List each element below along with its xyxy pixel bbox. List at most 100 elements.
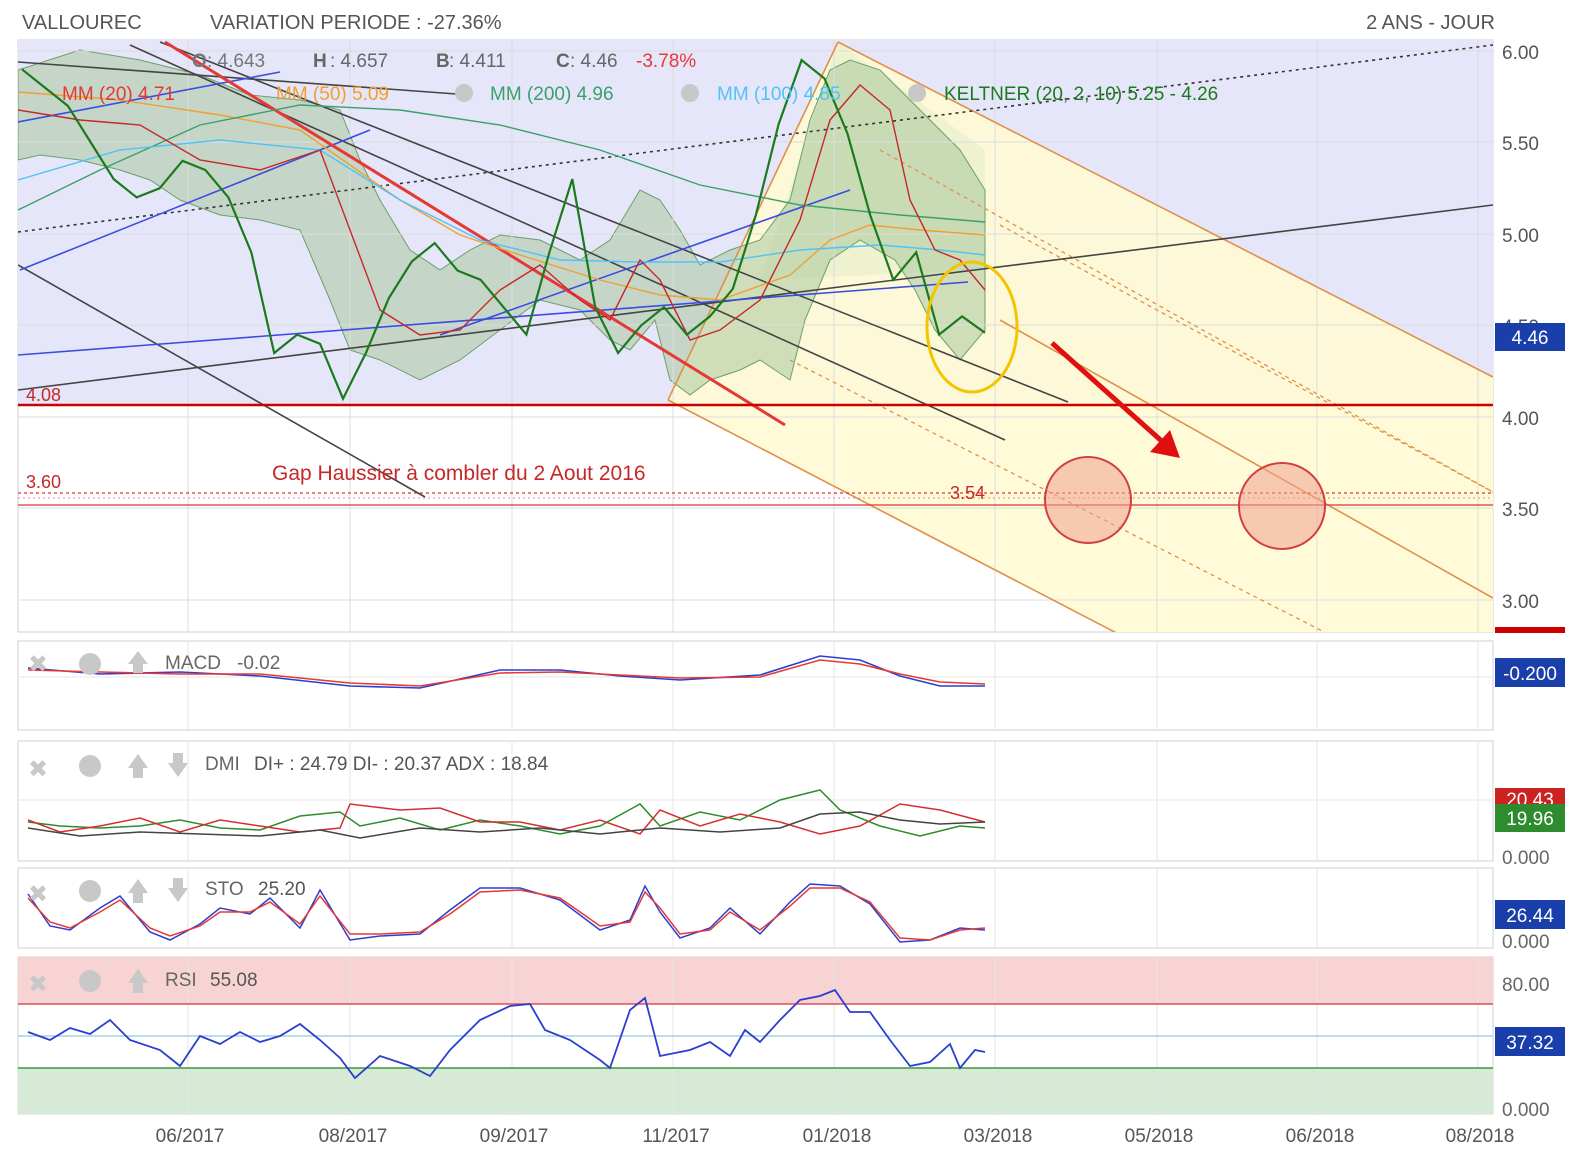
rsi-overbought-zone bbox=[18, 957, 1493, 1004]
rsi-badge bbox=[1495, 1027, 1565, 1056]
period-label[interactable]: 2 ANS - JOUR bbox=[1366, 12, 1495, 34]
keltner-legend[interactable]: KELTNER (20, 2, 10) 5.25 - 4.26 bbox=[944, 84, 1218, 105]
mm200-legend[interactable]: MM (200) 4.96 bbox=[490, 84, 614, 105]
sto-label: STO bbox=[205, 879, 244, 900]
ohlc-o-value: : 4.643 bbox=[207, 51, 265, 72]
panel-controls: ✖ ✖ ✖ ✖ bbox=[28, 651, 188, 998]
price-tick: 4.00 bbox=[1502, 409, 1539, 430]
price-tick: 6.00 bbox=[1502, 43, 1539, 64]
dmi-settings-icon[interactable] bbox=[79, 755, 101, 777]
red-arrow bbox=[1050, 341, 1167, 446]
mm200-settings-icon[interactable] bbox=[455, 84, 473, 102]
ohlc-c-change: -3.78% bbox=[636, 51, 696, 72]
rsi-settings-icon[interactable] bbox=[79, 970, 101, 992]
dmi-up-icon[interactable] bbox=[128, 754, 148, 778]
sto-axis-bottom: 0.000 bbox=[1502, 932, 1550, 953]
macd-close-icon[interactable]: ✖ bbox=[28, 651, 48, 678]
ohlc-o-label: O bbox=[192, 51, 207, 72]
macd-up-icon[interactable] bbox=[128, 651, 148, 673]
level-360-label: 3.60 bbox=[26, 472, 61, 492]
ohlc-b-value: : 4.411 bbox=[449, 51, 506, 72]
ticker-label: VALLOUREC bbox=[22, 12, 142, 34]
rsi-badge-text: 37.32 bbox=[1506, 1033, 1554, 1054]
dmi-down-icon[interactable] bbox=[168, 753, 188, 777]
highlight-ellipse bbox=[925, 260, 1019, 394]
target-circle-1 bbox=[1044, 456, 1132, 544]
rsi-close-icon[interactable]: ✖ bbox=[28, 971, 48, 998]
macd-signal bbox=[27, 659, 986, 687]
sto-badge bbox=[1495, 900, 1565, 929]
x-tick: 06/2017 bbox=[156, 1126, 225, 1147]
dmi-panel bbox=[17, 740, 1494, 862]
price-panel bbox=[17, 39, 1494, 633]
mm100-legend[interactable]: MM (100) 4.85 bbox=[717, 84, 841, 105]
mm100-settings-icon[interactable] bbox=[681, 84, 699, 102]
rsi-series bbox=[27, 988, 986, 1080]
mm20-legend[interactable]: MM (20) 4.71 bbox=[62, 84, 175, 105]
macd-panel bbox=[17, 640, 1494, 731]
rsi-axis-top: 80.00 bbox=[1502, 975, 1550, 996]
x-tick: 01/2018 bbox=[803, 1126, 872, 1147]
sto-value: 25.20 bbox=[258, 879, 306, 900]
red-trendline bbox=[164, 40, 786, 427]
axis-red-marker bbox=[1495, 627, 1565, 633]
dmi-value: DI+ : 24.79 DI- : 20.37 ADX : 18.84 bbox=[254, 754, 549, 775]
x-tick: 06/2018 bbox=[1286, 1126, 1355, 1147]
dotted-trend bbox=[18, 44, 1493, 233]
dmi-label: DMI bbox=[205, 754, 240, 775]
sto-close-icon[interactable]: ✖ bbox=[28, 881, 48, 908]
ma20-line bbox=[18, 84, 986, 341]
sto-d-line bbox=[27, 887, 986, 941]
current-price-badge bbox=[1495, 323, 1565, 351]
price-tick: 3.50 bbox=[1502, 500, 1539, 521]
ohlc-c-label: C bbox=[556, 51, 570, 72]
macd-label: MACD bbox=[165, 653, 221, 674]
dmi-plus-line bbox=[27, 789, 986, 837]
sto-badge-text: 26.44 bbox=[1506, 906, 1554, 927]
rsi-up-icon[interactable] bbox=[128, 969, 148, 993]
macd-badge-text: -0.200 bbox=[1503, 664, 1557, 685]
ohlc-h-value: : 4.657 bbox=[330, 51, 388, 72]
price-tick: 5.50 bbox=[1502, 134, 1539, 155]
current-price-badge-text: 4.46 bbox=[1512, 328, 1549, 349]
rsi-axis-bottom: 0.000 bbox=[1502, 1100, 1550, 1121]
keltner-settings-icon[interactable] bbox=[908, 84, 926, 102]
rsi-value: 55.08 bbox=[210, 970, 258, 991]
dmi-green-badge-text: 19.96 bbox=[1506, 809, 1554, 830]
x-tick: 09/2017 bbox=[480, 1126, 549, 1147]
channel-dotted bbox=[789, 149, 1493, 632]
target-circle-2 bbox=[1238, 462, 1326, 550]
x-tick: 08/2018 bbox=[1446, 1126, 1515, 1147]
sto-down-icon[interactable] bbox=[168, 878, 188, 902]
mm50-legend[interactable]: MM (50) 5.09 bbox=[276, 84, 389, 105]
rsi-label: RSI bbox=[165, 970, 197, 991]
macd-settings-icon[interactable] bbox=[79, 653, 101, 675]
x-tick: 11/2017 bbox=[642, 1126, 709, 1147]
ma50-line bbox=[18, 91, 986, 301]
ohlc-b-label: B bbox=[436, 51, 450, 72]
rsi-oversold-zone bbox=[18, 1068, 1493, 1114]
dmi-axis-bottom: 0.000 bbox=[1502, 848, 1550, 869]
macd-value: -0.02 bbox=[237, 653, 280, 674]
dmi-red-badge bbox=[1495, 788, 1565, 806]
level-408-label: 4.08 bbox=[26, 385, 61, 405]
price-tick: 5.00 bbox=[1502, 226, 1539, 247]
price-tick: 3.00 bbox=[1502, 592, 1539, 613]
sto-settings-icon[interactable] bbox=[79, 880, 101, 902]
macd-badge bbox=[1495, 658, 1565, 687]
gap-annotation: Gap Haussier à combler du 2 Aout 2016 bbox=[272, 462, 646, 485]
variation-label: VARIATION PERIODE : -27.36% bbox=[210, 12, 502, 34]
sto-k-line bbox=[27, 883, 986, 943]
adx-line bbox=[27, 811, 986, 839]
level-354-label: 3.54 bbox=[950, 483, 985, 503]
sto-panel bbox=[17, 867, 1494, 949]
red-arrow-head bbox=[1150, 430, 1180, 458]
dmi-green-badge bbox=[1495, 804, 1565, 832]
dmi-close-icon[interactable]: ✖ bbox=[28, 756, 48, 783]
x-tick: 05/2018 bbox=[1125, 1126, 1194, 1147]
sto-up-icon[interactable] bbox=[128, 879, 148, 903]
x-tick: 03/2018 bbox=[964, 1126, 1033, 1147]
ohlc-c-value: : 4.46 bbox=[570, 51, 618, 72]
rsi-panel bbox=[17, 956, 1494, 1115]
